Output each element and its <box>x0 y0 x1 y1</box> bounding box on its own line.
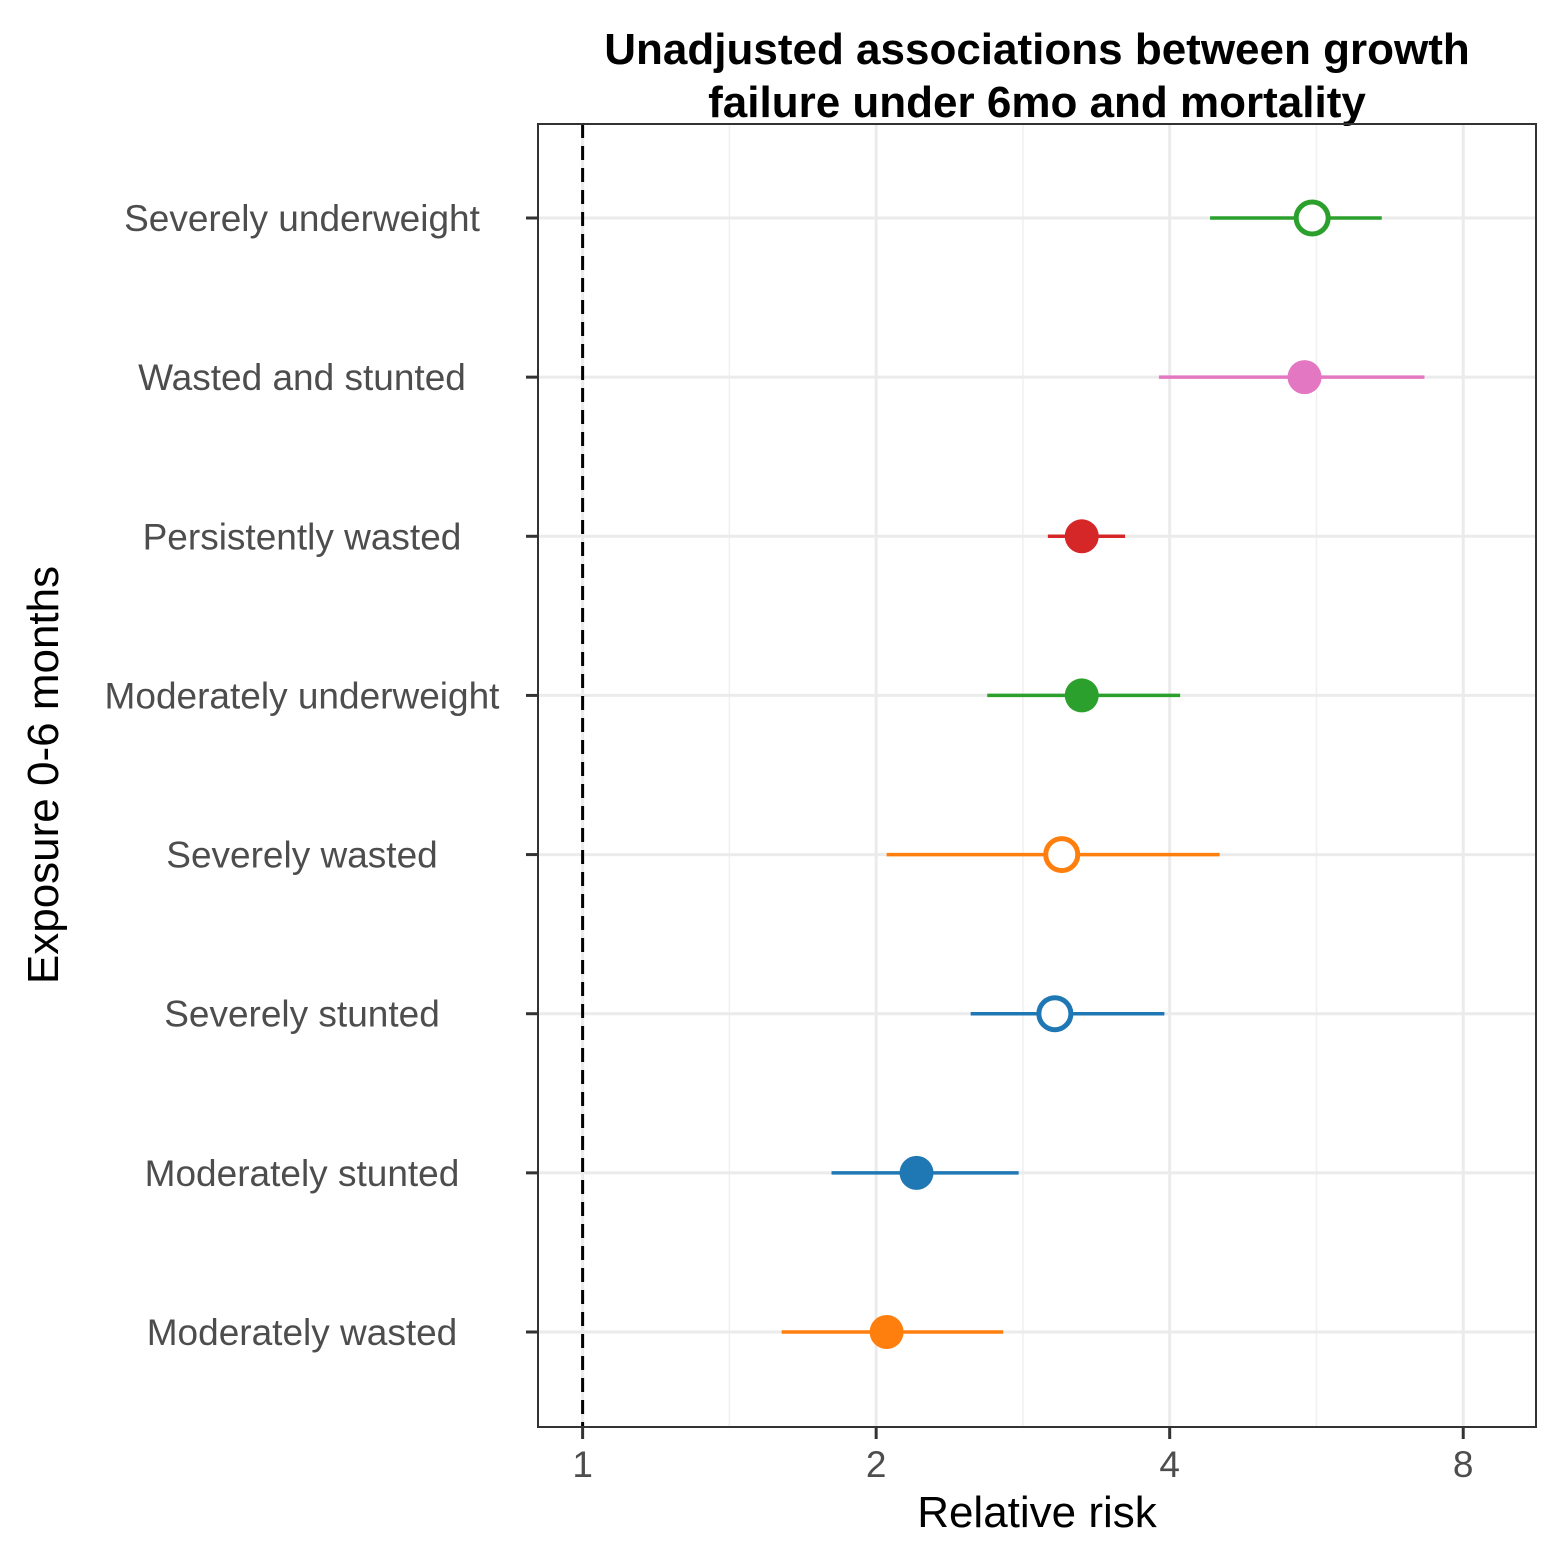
axis-labels: Severely underweight Wasted and stunted Pe… <box>105 198 1474 1485</box>
y-tick-label: Moderately wasted <box>147 1312 458 1353</box>
y-tick-label: Severely stunted <box>164 994 440 1035</box>
x-tick-label: 8 <box>1453 1444 1474 1485</box>
y-axis-title: Exposure 0-6 months <box>19 566 68 984</box>
x-tick-label: 1 <box>572 1444 593 1485</box>
point-estimate <box>1064 519 1099 554</box>
point-estimate-open <box>1293 199 1331 237</box>
y-tick-label: Moderately stunted <box>145 1153 460 1194</box>
point-estimate <box>869 1315 904 1349</box>
y-tick-label: Severely wasted <box>166 835 437 876</box>
x-tick-label: 2 <box>866 1444 887 1485</box>
grid-lines <box>538 124 1536 1427</box>
x-tick-label: 4 <box>1159 1444 1180 1485</box>
point-estimate <box>1064 678 1099 713</box>
chart-title-line-1: Unadjusted associations between growth <box>604 25 1469 74</box>
y-tick-label: Severely underweight <box>124 198 481 239</box>
x-axis-title: Relative risk <box>917 1488 1158 1537</box>
y-tick-label: Moderately underweight <box>105 675 501 716</box>
chart-title-line-2: failure under 6mo and mortality <box>708 78 1366 127</box>
y-tick-label: Persistently wasted <box>143 516 462 557</box>
point-estimate-open <box>1036 995 1074 1033</box>
plot-panel-border <box>537 123 1537 1428</box>
point-estimate <box>1287 360 1322 395</box>
axis-ticks <box>526 216 1465 1439</box>
point-estimate <box>899 1155 934 1190</box>
y-tick-label: Wasted and stunted <box>138 357 466 398</box>
estimate-marks <box>781 199 1425 1349</box>
point-estimate-open <box>1043 836 1081 874</box>
